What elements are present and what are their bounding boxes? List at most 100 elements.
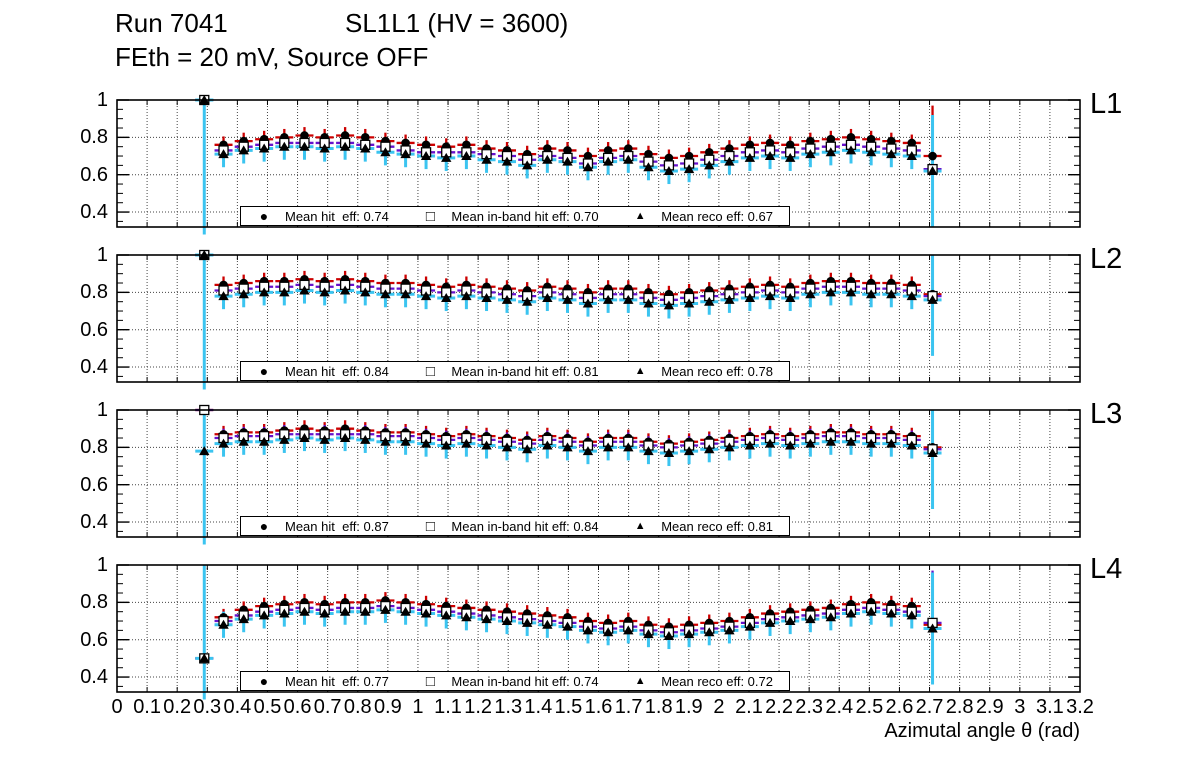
legend-box: ● Mean hit eff: 0.84 □ Mean in-band hit eff… <box>240 361 790 381</box>
hit-marker <box>887 136 896 146</box>
hit-marker <box>583 151 593 161</box>
open-square-icon: □ <box>425 362 435 380</box>
hit-marker <box>765 138 775 148</box>
reco-marker <box>886 289 897 299</box>
data-markers <box>199 596 938 664</box>
axis-ticks <box>116 564 1081 692</box>
reco-marker <box>643 298 654 308</box>
filled-circle-icon: ● <box>259 673 269 689</box>
x-axis-tick-label: 0.3 <box>193 696 222 718</box>
reco-marker <box>886 608 897 618</box>
reco-marker <box>906 291 917 301</box>
grid-lines <box>117 410 1080 537</box>
reco-marker <box>825 147 837 157</box>
y-axis-tick-label: 0.6 <box>80 318 108 341</box>
hit-marker <box>563 146 572 155</box>
x-axis-title: Azimutal angle θ (rad) <box>884 720 1080 742</box>
legend-label: Mean reco eff: 0.67 <box>661 208 773 224</box>
hit-marker <box>462 140 471 150</box>
legend-item: ● Mean hit eff: 0.77 <box>257 673 389 689</box>
reco-marker <box>784 152 796 162</box>
reco-marker <box>744 621 756 631</box>
reco-marker <box>481 440 492 450</box>
y-axis-tick-label: 0.6 <box>80 163 108 186</box>
data-markers <box>199 249 938 310</box>
reco-marker <box>542 440 553 450</box>
legend-label: Mean hit eff: 0.87 <box>285 518 389 534</box>
plot-canvas-L4 <box>116 564 1081 700</box>
reco-marker <box>825 612 837 622</box>
legend-label: Mean hit eff: 0.84 <box>285 363 389 379</box>
reco-marker <box>906 440 917 450</box>
reco-marker <box>825 436 837 446</box>
filled-triangle-icon: ▲ <box>634 675 646 687</box>
x-axis-tick-label: 0.9 <box>373 696 402 718</box>
filled-circle-icon: ● <box>259 363 269 379</box>
reco-marker <box>845 145 857 155</box>
reco-marker <box>845 436 857 446</box>
x-axis-tick-labels: 0 0.1 0.2 0.3 0.4 0.5 0.6 0.7 0.8 0.9 1 1.1 1.2 1.3 1.… <box>0 696 1196 720</box>
legend-label: Mean in-band hit eff: 0.81 <box>451 363 599 379</box>
y-axis-tick-label: 0.6 <box>80 628 108 651</box>
x-axis-tick-label: 1.2 <box>464 696 493 718</box>
reco-marker <box>258 436 270 446</box>
reco-marker <box>218 438 229 448</box>
reco-marker <box>238 614 249 624</box>
hit-marker <box>340 131 350 140</box>
hit-marker <box>806 136 815 146</box>
hit-marker <box>866 134 876 144</box>
title-conditions: FEth = 20 mV, Source OFF <box>115 42 429 72</box>
reco-marker <box>360 287 371 297</box>
y-axis-tick-label: 0.6 <box>80 473 108 496</box>
reco-marker <box>279 608 290 618</box>
reco-marker <box>319 287 330 297</box>
data-markers <box>199 94 938 175</box>
open-square-icon: □ <box>425 672 435 690</box>
reco-marker <box>764 617 776 627</box>
x-axis-tick-label: 1 <box>412 696 424 718</box>
legend-box: ● Mean hit eff: 0.77 □ Mean in-band hit eff… <box>240 671 790 691</box>
reco-marker <box>562 442 573 452</box>
reco-marker <box>744 292 756 302</box>
reco-marker <box>481 292 492 302</box>
reco-marker <box>461 291 472 301</box>
reco-marker <box>643 629 654 639</box>
x-axis-tick-label: 2.3 <box>795 696 824 718</box>
reco-marker <box>299 285 310 295</box>
y-axis-tick-label: 0.4 <box>80 201 108 224</box>
hit-marker <box>928 151 937 161</box>
y-axis-tick-label: 1 <box>96 244 108 266</box>
reco-marker <box>542 154 553 164</box>
efficiency-panel-L4: ● Mean hit eff: 0.77 □ Mean in-band hit eff… <box>0 551 1196 709</box>
hit-marker <box>664 153 674 163</box>
hit-marker <box>907 138 917 148</box>
y-axis-tick-label: 1 <box>96 89 108 111</box>
hit-marker <box>360 133 370 142</box>
reco-marker <box>441 440 452 450</box>
filled-circle-icon: ● <box>259 518 269 534</box>
reco-marker <box>238 289 249 299</box>
hit-marker <box>684 151 694 161</box>
reco-marker <box>582 446 594 456</box>
reco-marker <box>542 292 553 302</box>
reco-marker <box>562 294 573 304</box>
reco-marker <box>258 287 270 297</box>
reco-marker <box>441 292 452 302</box>
reco-marker <box>623 442 634 452</box>
reco-marker <box>764 438 776 448</box>
reco-marker <box>623 294 634 304</box>
x-axis-tick-label: 2.8 <box>945 696 974 718</box>
reco-marker <box>218 291 229 301</box>
reco-marker <box>927 623 938 633</box>
reco-marker <box>521 444 533 454</box>
efficiency-panel-L2: ● Mean hit eff: 0.84 □ Mean in-band hit eff… <box>0 241 1196 399</box>
reco-marker <box>643 162 654 172</box>
x-axis-tick-label: 0.8 <box>343 696 372 718</box>
reco-marker <box>319 143 330 153</box>
x-axis-tick-label: 2.7 <box>915 696 944 718</box>
x-axis-tick-label: 0.6 <box>283 696 312 718</box>
legend-label: Mean reco eff: 0.78 <box>661 363 773 379</box>
legend-item: □ Mean in-band hit eff: 0.74 <box>423 672 599 690</box>
reco-marker <box>865 289 877 299</box>
reco-marker <box>501 616 513 626</box>
